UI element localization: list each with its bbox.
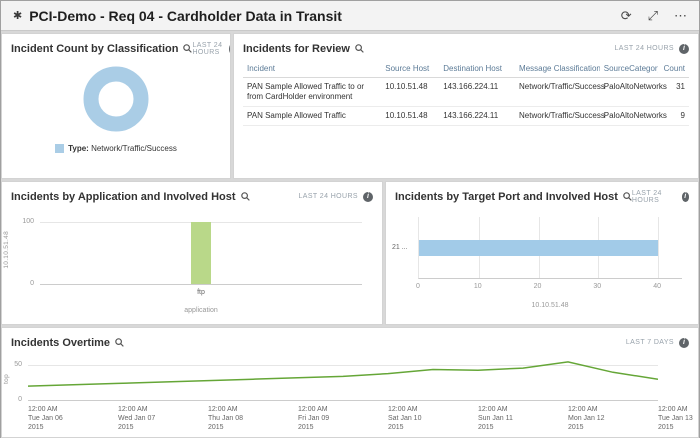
time-range-badge: LAST 24 HOURS — [298, 193, 358, 200]
bar-chart-plot[interactable] — [40, 215, 362, 285]
x-tick-label: 10 — [473, 283, 482, 290]
column-header-source-host[interactable]: Source Host — [381, 61, 440, 78]
panel-incidents-overtime: Incidents Overtime LAST 7 DAYS i top 0 50… — [1, 327, 699, 438]
search-icon[interactable] — [183, 44, 193, 53]
header-toolbar: ⟳ ⤢ ⋯ — [621, 9, 687, 22]
table-row[interactable]: PAN Sample Allowed Traffic 10.10.51.48 143… — [243, 106, 689, 126]
target-port-bar-chart[interactable]: 21 ... 0 10 20 30 40 10.10.51.48 — [386, 207, 698, 321]
x-tick-label: 12:00 AM Fri Jan 09 2015 — [298, 406, 330, 431]
table-cell[interactable]: 143.166.224.11 — [439, 106, 516, 126]
table-header-row: Incident Source Host Destination Host Messa… — [243, 61, 689, 78]
table-cell[interactable]: PAN Sample Allowed Traffic to or from Ca… — [243, 77, 382, 107]
panel-title: Incidents Overtime — [11, 336, 111, 349]
classification-donut-chart[interactable] — [2, 61, 230, 139]
column-header-destination-host[interactable]: Destination Host — [439, 61, 516, 78]
table-cell[interactable]: 31 — [657, 77, 689, 107]
x-tick-label: 12:00 AM Mon Jan 12 2015 — [568, 406, 605, 431]
panel-title: Incidents by Target Port and Involved Ho… — [395, 190, 618, 203]
x-axis-title: 10.10.51.48 — [531, 302, 569, 309]
panel-incidents-for-review: Incidents for Review LAST 24 HOURS i Inc… — [233, 33, 699, 179]
legend-swatch — [55, 144, 65, 153]
table-cell[interactable]: 9 — [657, 106, 689, 126]
time-range-badge: LAST 24 HOURS — [614, 45, 674, 52]
table-cell[interactable]: PaloAltoNetworks — [599, 106, 667, 126]
more-icon[interactable]: ⋯ — [674, 8, 687, 23]
x-tick-label: 12:00 AM Sun Jan 11 2015 — [478, 406, 513, 431]
y-tick-label: 0 — [30, 280, 34, 287]
search-icon[interactable] — [240, 192, 250, 201]
panel-incident-count-by-classification: Incident Count by Classification LAST 24… — [1, 33, 231, 179]
page-title: PCI-Demo - Req 04 - Cardholder Data in T… — [29, 7, 342, 24]
info-icon[interactable]: i — [679, 43, 689, 54]
overtime-line-chart[interactable]: top 0 50 12:00 AM Tue Jan 06 2015 12:00 AM We… — [2, 353, 698, 437]
x-tick-label: 12:00 AM Wed Jan 07 2015 — [118, 406, 156, 431]
time-range-badge: LAST 24 HOURS — [631, 189, 662, 204]
row-top: Incident Count by Classification LAST 24… — [1, 33, 699, 179]
column-header-message-classification[interactable]: Message Classification — [515, 61, 600, 78]
info-icon[interactable]: i — [363, 191, 373, 202]
x-tick-label: 12:00 AM Tue Jan 06 2015 — [28, 406, 63, 431]
panel-title: Incidents for Review — [243, 42, 350, 55]
table-cell[interactable]: 10.10.51.48 — [381, 77, 440, 107]
column-header-sourcecategory[interactable]: SourceCategory — [599, 61, 658, 78]
time-range-badge: LAST 24 HOURS — [192, 41, 223, 56]
y-category-label: 21 ... — [392, 243, 408, 251]
gridline — [28, 365, 658, 367]
table-cell[interactable]: 10.10.51.48 — [381, 106, 440, 126]
x-tick-label: 30 — [593, 283, 602, 290]
x-tick-label: 0 — [416, 283, 420, 290]
chart-legend: Type: Network/Traffic/Success — [2, 144, 230, 153]
x-tick-label: 12:00 AM Sat Jan 10 2015 — [388, 406, 422, 431]
bar-chart-plot[interactable] — [418, 217, 682, 279]
column-header-incident[interactable]: Incident — [243, 61, 382, 78]
x-axis-title: application — [184, 307, 218, 314]
line-series[interactable] — [28, 357, 658, 400]
info-icon[interactable]: i — [229, 43, 230, 54]
panel-title: Incident Count by Classification — [11, 42, 179, 55]
panel-incidents-by-target-port: Incidents by Target Port and Involved Ho… — [385, 181, 699, 325]
y-tick-label: 100 — [22, 218, 34, 226]
search-icon[interactable] — [623, 192, 632, 201]
x-tick-label: 20 — [533, 283, 542, 290]
x-tick-label: 12:00 AM Thu Jan 08 2015 — [208, 406, 244, 431]
application-bar-chart[interactable]: 10.10.51.48 0 100 ftp application — [2, 207, 382, 321]
legend-entry[interactable]: Type: Network/Traffic/Success — [68, 144, 177, 153]
table-cell[interactable]: PAN Sample Allowed Traffic — [243, 106, 382, 126]
table-cell[interactable]: Network/Traffic/Success — [515, 77, 605, 107]
expand-icon[interactable]: ⤢ — [647, 8, 658, 23]
panel-title: Incidents by Application and Involved Ho… — [11, 190, 236, 203]
bar[interactable] — [419, 239, 659, 256]
info-icon[interactable]: i — [681, 191, 689, 202]
row-middle: Incidents by Application and Involved Ho… — [1, 181, 699, 325]
table-cell[interactable]: PaloAltoNetworks — [599, 77, 667, 107]
incidents-table: Incident Source Host Destination Host Messa… — [243, 61, 689, 126]
x-category-label: ftp — [197, 289, 205, 296]
table-cell[interactable]: 143.166.224.11 — [439, 77, 516, 107]
row-bottom: Incidents Overtime LAST 7 DAYS i top 0 50… — [1, 327, 699, 438]
table-cell[interactable]: Network/Traffic/Success — [515, 106, 605, 126]
x-tick-label: 12:00 AM Tue Jan 13 2015 — [658, 406, 693, 431]
donut-ring[interactable] — [78, 61, 154, 137]
y-tick-label: 0 — [18, 396, 22, 403]
dashboard-star-icon[interactable]: ✱ — [13, 10, 23, 22]
search-icon[interactable] — [355, 44, 364, 53]
column-header-count[interactable]: Count — [657, 61, 689, 78]
refresh-icon[interactable]: ⟳ — [620, 8, 632, 23]
dashboard-header: ✱ PCI-Demo - Req 04 - Cardholder Data in… — [1, 1, 699, 31]
time-range-badge: LAST 7 DAYS — [625, 339, 674, 346]
search-icon[interactable] — [115, 338, 124, 347]
x-tick-label: 40 — [653, 283, 661, 290]
y-axis-title: 10.10.51.48 — [3, 231, 10, 269]
panel-incidents-by-application: Incidents by Application and Involved Ho… — [1, 181, 383, 325]
line-chart-plot[interactable] — [28, 357, 658, 401]
y-tick-label: 50 — [14, 361, 22, 369]
table-row[interactable]: PAN Sample Allowed Traffic to or from Ca… — [243, 77, 689, 107]
info-icon[interactable]: i — [679, 337, 689, 348]
gridline — [658, 217, 660, 278]
bar[interactable] — [191, 222, 211, 284]
